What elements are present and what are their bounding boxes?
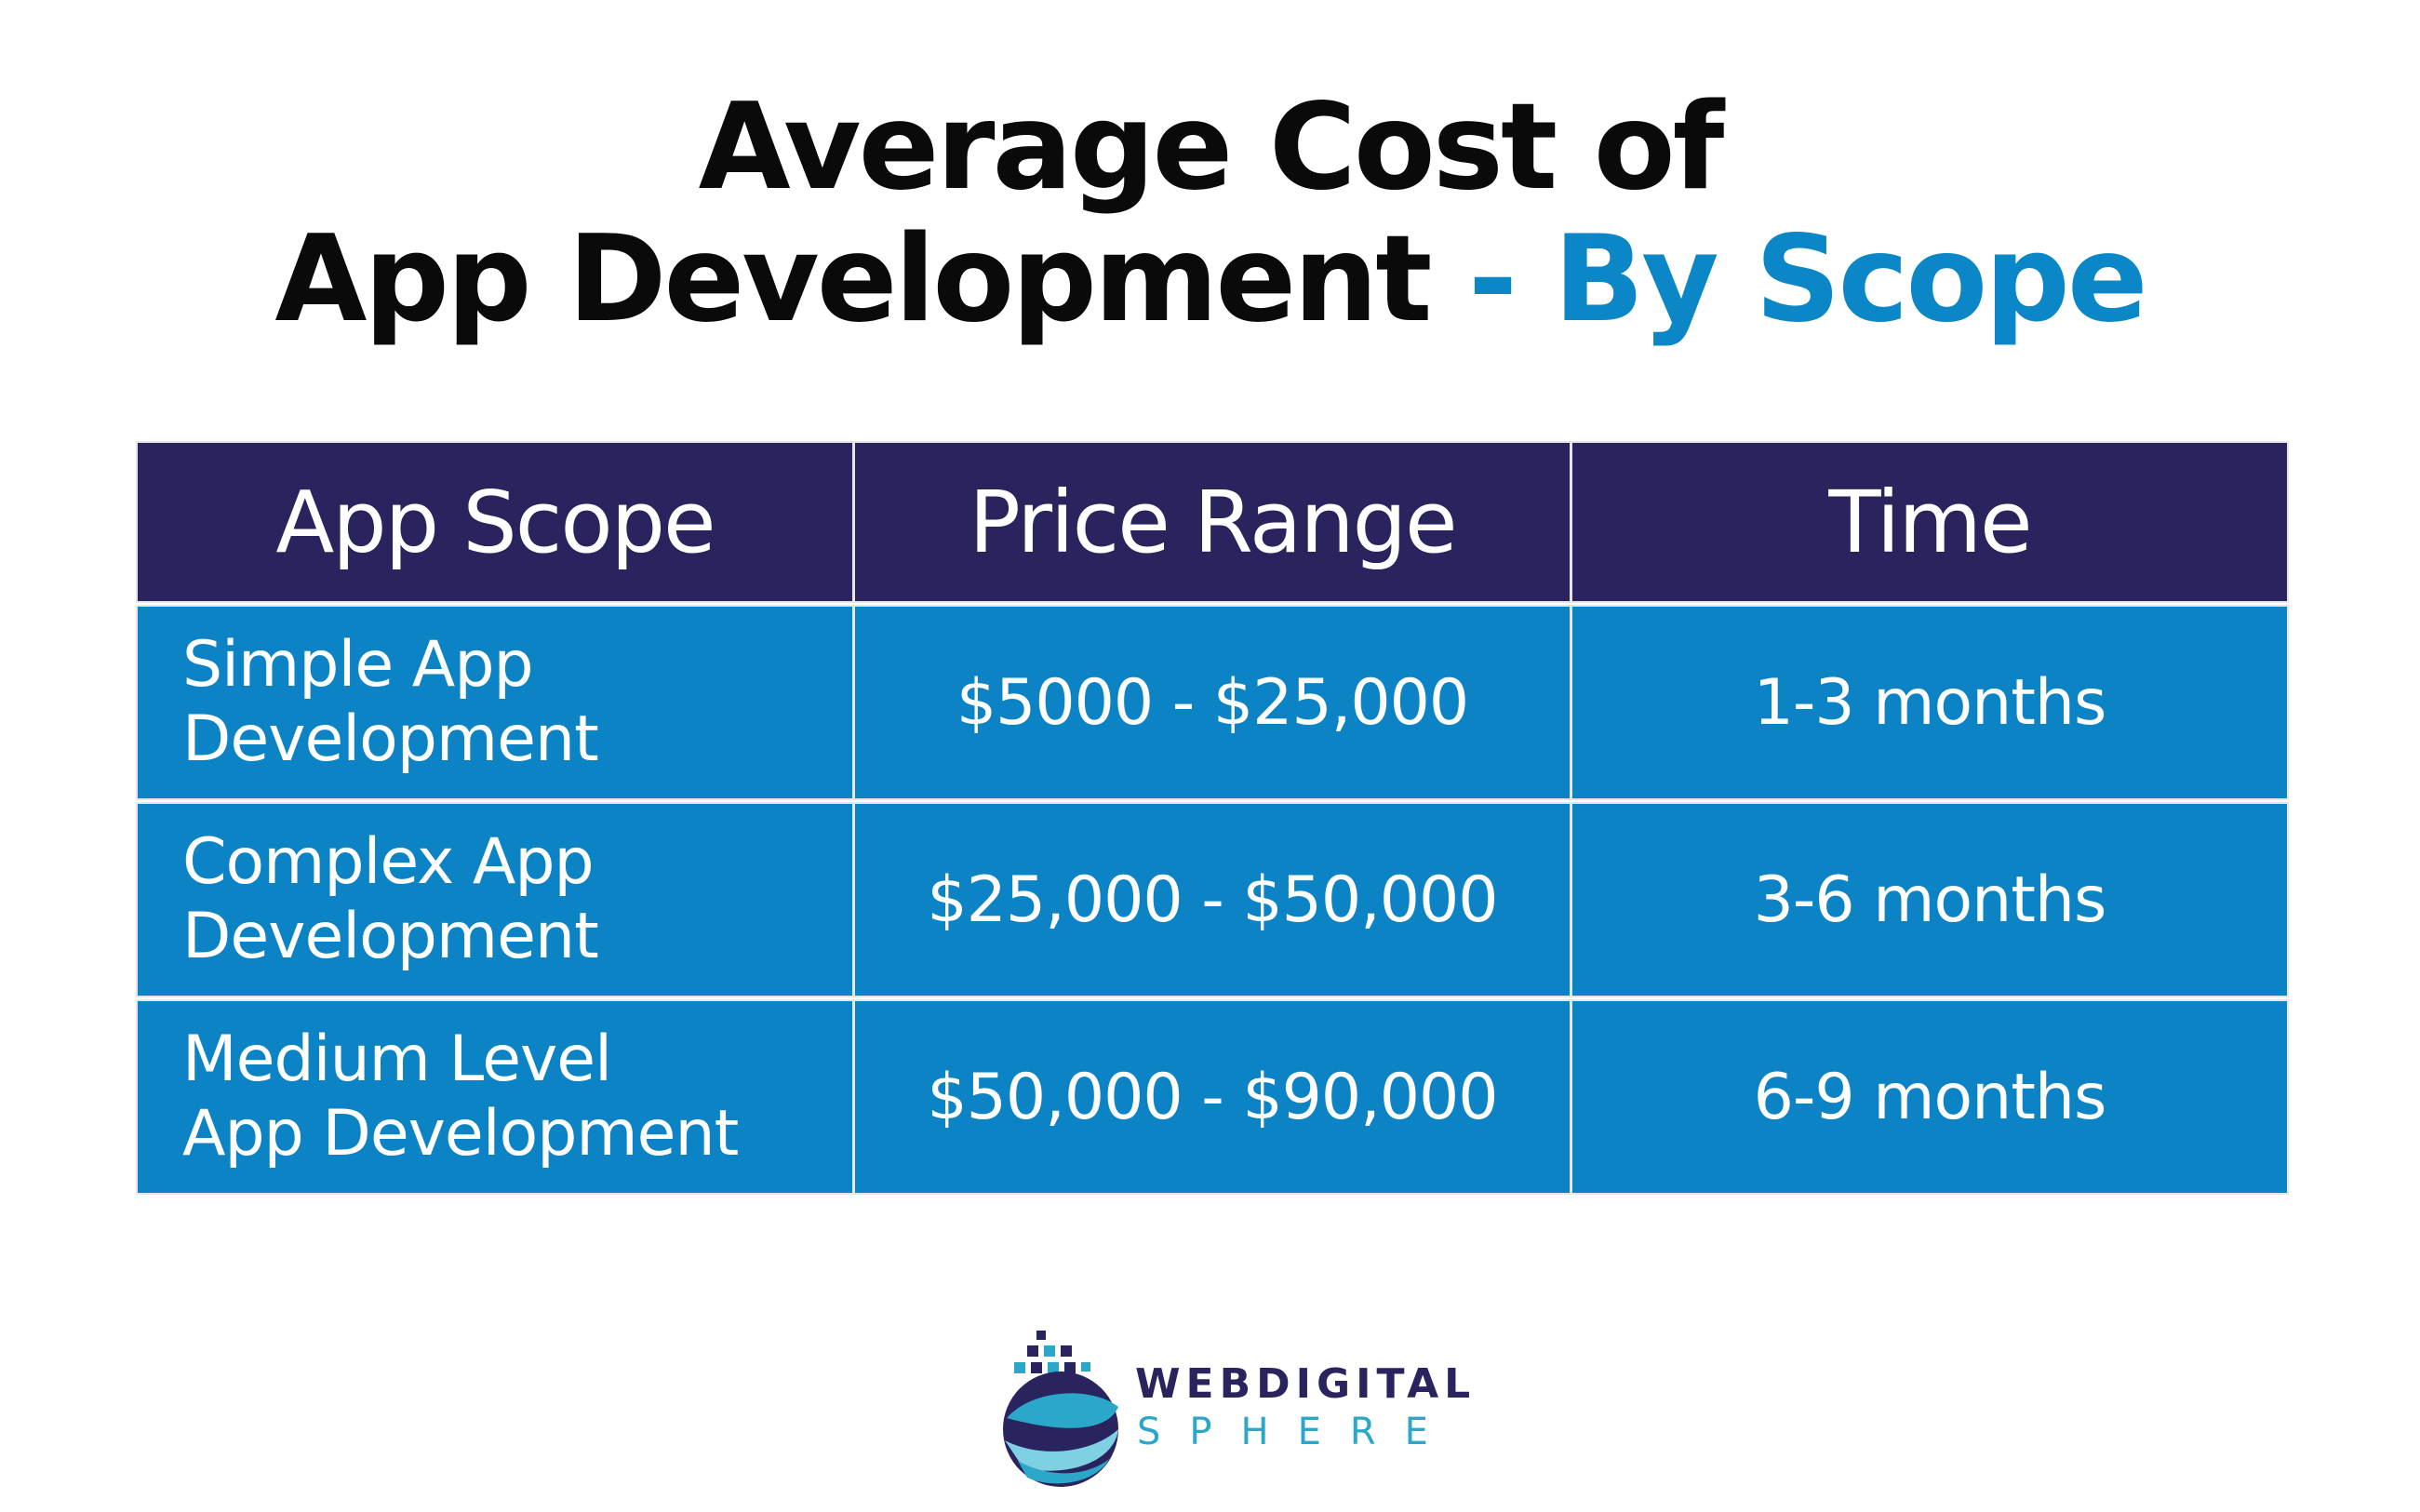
header-app-scope: App Scope (138, 443, 852, 601)
table-row-2-price: $25,000 - $50,000 (855, 804, 1570, 996)
table-row-1-time: 1-3 months (1572, 607, 2287, 798)
title-accent: - By Scope (1429, 210, 2148, 349)
scope-label: Simple App Development (182, 628, 599, 776)
table-row-2-time: 3-6 months (1572, 804, 2287, 996)
scope-label: Medium Level App Development (182, 1023, 739, 1171)
table-row-3-time: 6-9 months (1572, 1001, 2287, 1193)
cost-table: App Scope Price Range Time Simple App De… (138, 443, 2287, 1195)
header-time: Time (1572, 443, 2287, 601)
title-line-1: Average Cost of (698, 78, 1725, 217)
title-line-2: App Development (274, 210, 1432, 349)
globe-swirl-icon (1003, 1331, 1118, 1487)
table-row-2-scope: Complex App Development (138, 804, 852, 996)
table-row-1-scope: Simple App Development (138, 607, 852, 798)
header-price-range: Price Range (855, 443, 1570, 601)
logo: WEBDIGITAL SPHERE (996, 1321, 1470, 1489)
scope-label: Complex App Development (182, 825, 599, 973)
table-row-3-scope: Medium Level App Development (138, 1001, 852, 1193)
table-row-3-price: $50,000 - $90,000 (855, 1001, 1570, 1193)
logo-wordmark-bottom: SPHERE (1137, 1411, 1457, 1453)
table-row-1-price: $5000 - $25,000 (855, 607, 1570, 798)
logo-wordmark-top: WEBDIGITAL (1135, 1360, 1477, 1408)
page-title: Average Cost of App Development - By Sco… (0, 82, 2420, 346)
